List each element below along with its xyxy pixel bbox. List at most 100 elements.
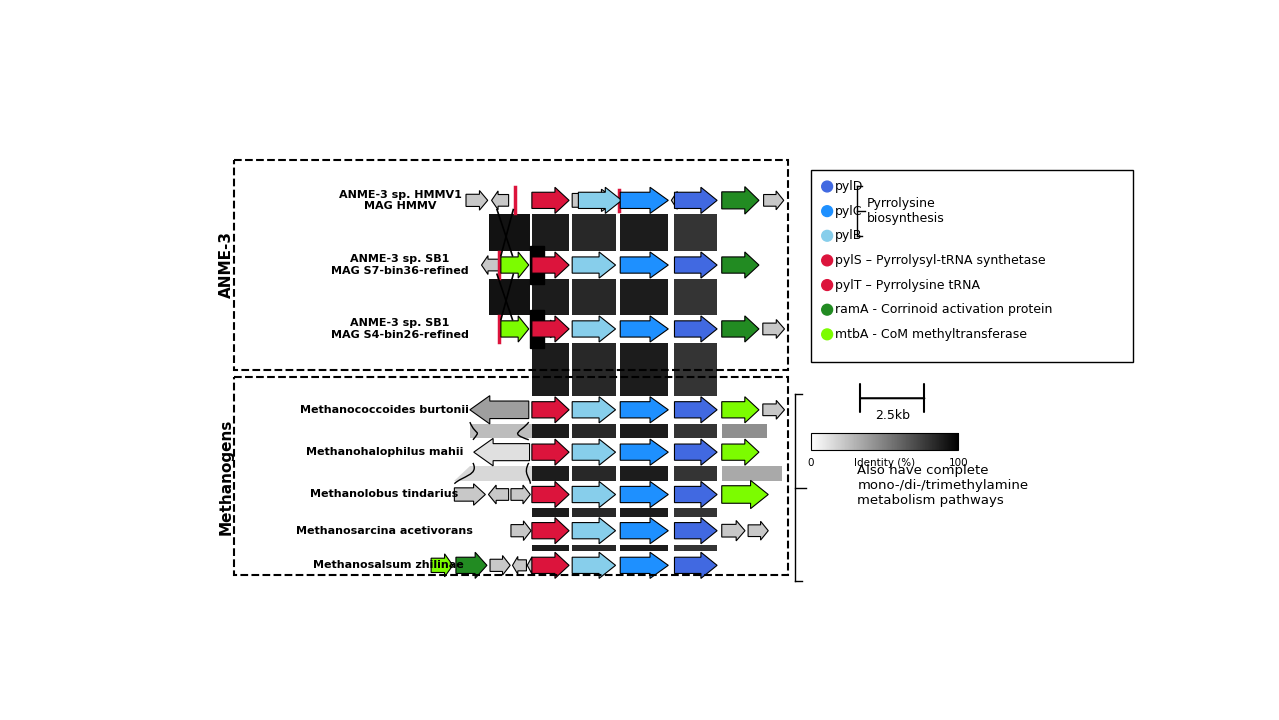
Text: 0: 0 xyxy=(807,457,815,467)
Polygon shape xyxy=(674,423,718,438)
Polygon shape xyxy=(532,482,569,508)
Polygon shape xyxy=(572,482,615,508)
Polygon shape xyxy=(532,316,569,342)
Polygon shape xyxy=(721,521,744,541)
Polygon shape xyxy=(454,484,485,505)
Polygon shape xyxy=(620,508,668,517)
Polygon shape xyxy=(490,556,510,575)
Polygon shape xyxy=(572,343,615,396)
Polygon shape xyxy=(674,316,718,342)
Text: pylD: pylD xyxy=(835,180,863,193)
Text: pylS – Pyrrolysyl-tRNA synthetase: pylS – Pyrrolysyl-tRNA synthetase xyxy=(835,254,1046,267)
Polygon shape xyxy=(572,508,615,517)
Polygon shape xyxy=(671,192,687,210)
Circle shape xyxy=(821,181,833,192)
Polygon shape xyxy=(620,252,668,278)
Polygon shape xyxy=(762,400,784,419)
Polygon shape xyxy=(473,438,530,466)
Polygon shape xyxy=(572,252,615,278)
Text: Methanosalsum zhilinae: Methanosalsum zhilinae xyxy=(313,560,464,570)
Polygon shape xyxy=(620,552,668,578)
Text: mtbA - CoM methyltransferase: mtbA - CoM methyltransferase xyxy=(835,328,1027,341)
Polygon shape xyxy=(572,397,615,423)
Circle shape xyxy=(821,255,833,266)
Bar xyxy=(811,433,958,450)
Polygon shape xyxy=(674,482,718,508)
Polygon shape xyxy=(620,518,668,544)
Bar xyxy=(530,310,544,348)
Polygon shape xyxy=(466,191,487,210)
Polygon shape xyxy=(721,186,758,214)
Polygon shape xyxy=(674,215,718,251)
Polygon shape xyxy=(674,439,718,465)
Polygon shape xyxy=(572,466,615,481)
Polygon shape xyxy=(532,439,569,465)
Polygon shape xyxy=(674,544,718,552)
Polygon shape xyxy=(513,557,527,575)
Polygon shape xyxy=(764,191,784,210)
Polygon shape xyxy=(572,423,615,438)
Polygon shape xyxy=(489,485,509,504)
Polygon shape xyxy=(674,508,718,517)
Text: ANME-3 sp. HMMV1
MAG HMMV: ANME-3 sp. HMMV1 MAG HMMV xyxy=(339,189,462,211)
Polygon shape xyxy=(721,439,758,465)
Bar xyxy=(811,169,1132,362)
Polygon shape xyxy=(674,279,718,315)
Circle shape xyxy=(821,206,833,217)
Circle shape xyxy=(821,305,833,315)
Polygon shape xyxy=(501,316,528,342)
Polygon shape xyxy=(532,215,569,251)
Polygon shape xyxy=(532,252,569,278)
Text: ANME-3 sp. SB1
MAG S4-bin26-refined: ANME-3 sp. SB1 MAG S4-bin26-refined xyxy=(331,318,469,340)
Polygon shape xyxy=(431,554,453,577)
Polygon shape xyxy=(490,215,531,251)
Polygon shape xyxy=(620,316,668,342)
Polygon shape xyxy=(532,343,569,396)
Polygon shape xyxy=(620,439,668,465)
Polygon shape xyxy=(510,485,531,504)
Polygon shape xyxy=(532,552,569,578)
Polygon shape xyxy=(620,343,668,396)
Text: Also have complete
mono-/di-/trimethylamine
metabolism pathways: Also have complete mono-/di-/trimethylam… xyxy=(857,464,1028,507)
Bar xyxy=(234,160,788,370)
Polygon shape xyxy=(762,320,784,338)
Polygon shape xyxy=(491,191,509,210)
Polygon shape xyxy=(674,518,718,544)
Polygon shape xyxy=(572,189,618,212)
Polygon shape xyxy=(674,252,718,278)
Text: 100: 100 xyxy=(948,457,968,467)
Text: Identity (%): Identity (%) xyxy=(854,457,914,467)
Polygon shape xyxy=(572,215,615,251)
Polygon shape xyxy=(721,480,769,508)
Circle shape xyxy=(821,329,833,340)
Polygon shape xyxy=(532,518,569,544)
Polygon shape xyxy=(454,466,532,481)
Polygon shape xyxy=(674,552,718,578)
Polygon shape xyxy=(532,423,569,438)
Polygon shape xyxy=(532,397,569,423)
Polygon shape xyxy=(532,508,569,517)
Polygon shape xyxy=(501,252,528,278)
Polygon shape xyxy=(532,279,569,315)
Text: Methanolobus tindarius: Methanolobus tindarius xyxy=(311,490,459,500)
Polygon shape xyxy=(620,397,668,423)
Polygon shape xyxy=(674,343,718,396)
Polygon shape xyxy=(572,544,615,552)
Polygon shape xyxy=(532,187,569,213)
Polygon shape xyxy=(620,466,668,481)
Polygon shape xyxy=(572,316,615,342)
Polygon shape xyxy=(527,557,540,574)
Text: Pyrrolysine
biosynthesis: Pyrrolysine biosynthesis xyxy=(867,197,945,225)
Polygon shape xyxy=(620,215,668,251)
Polygon shape xyxy=(572,439,615,465)
Polygon shape xyxy=(721,252,758,278)
Text: Methanosarcina acetivorans: Methanosarcina acetivorans xyxy=(297,526,473,536)
Polygon shape xyxy=(455,552,487,578)
Polygon shape xyxy=(674,187,718,213)
Polygon shape xyxy=(620,544,668,552)
Polygon shape xyxy=(532,544,569,552)
Circle shape xyxy=(821,279,833,290)
Text: Methanogens: Methanogens xyxy=(219,418,234,534)
Text: 2.5kb: 2.5kb xyxy=(875,409,909,422)
Polygon shape xyxy=(481,256,499,274)
